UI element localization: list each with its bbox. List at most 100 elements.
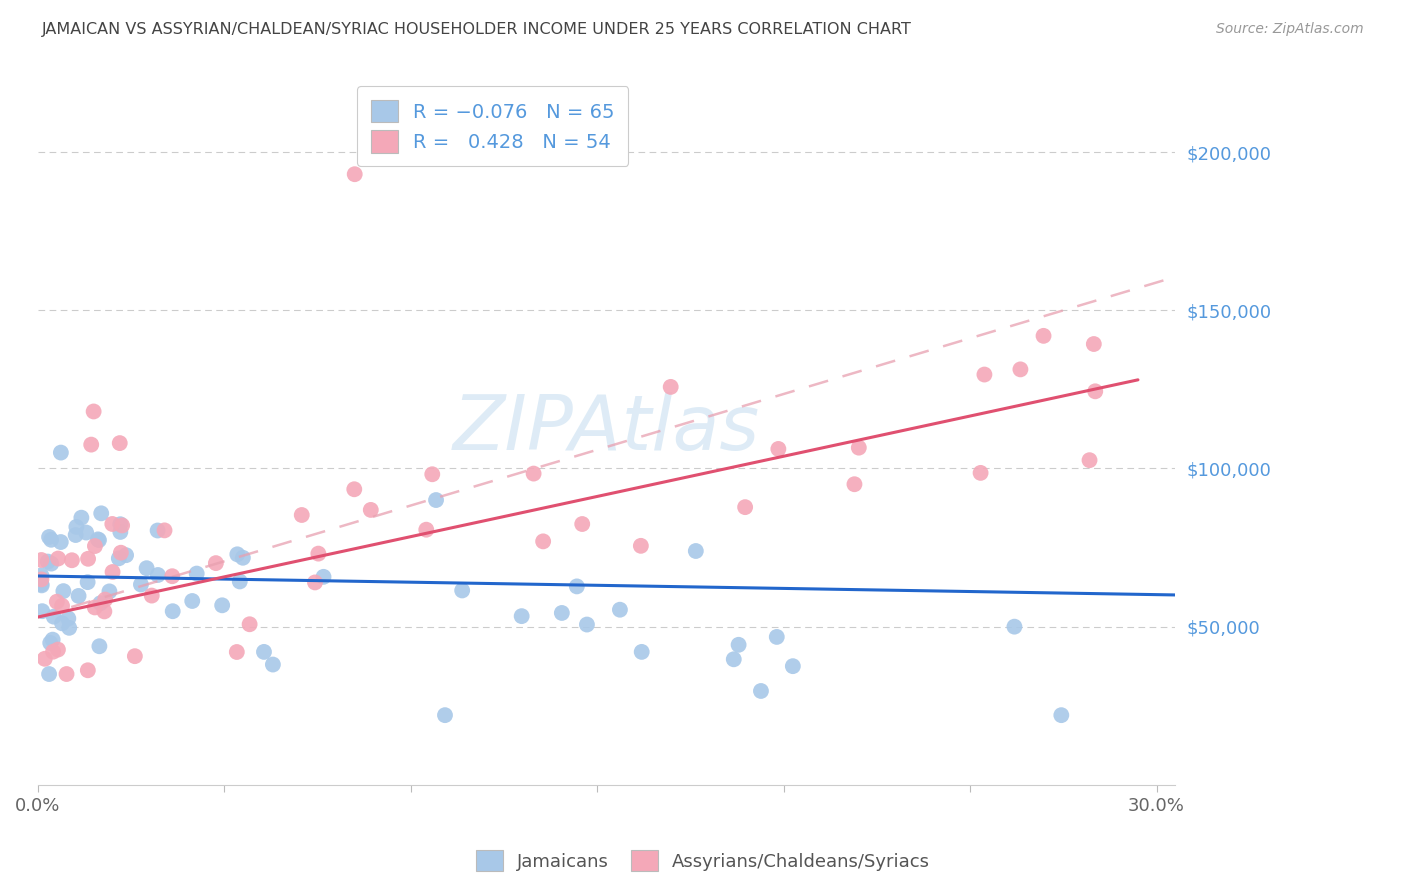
Point — [93, 604, 115, 618]
Point — [41, 632, 63, 647]
Point — [30, 577, 52, 591]
Point — [80, 437, 103, 451]
Point — [153, 524, 176, 538]
Point — [39, 533, 62, 547]
Point — [46, 642, 69, 657]
Point — [749, 684, 772, 698]
Point — [51, 599, 73, 613]
Point — [42, 645, 65, 659]
Point — [226, 547, 249, 561]
Point — [1084, 384, 1107, 399]
Point — [551, 606, 574, 620]
Point — [70, 510, 93, 524]
Point — [129, 577, 152, 591]
Point — [451, 583, 474, 598]
Point — [765, 630, 787, 644]
Point — [609, 603, 631, 617]
Point — [685, 544, 707, 558]
Point — [1032, 329, 1054, 343]
Point — [30, 573, 52, 587]
Point — [76, 663, 98, 677]
Point — [844, 477, 866, 491]
Point — [565, 579, 588, 593]
Legend: R = −0.076   N = 65, R =   0.428   N = 54: R = −0.076 N = 65, R = 0.428 N = 54 — [357, 87, 628, 166]
Point — [420, 467, 443, 482]
Point — [30, 568, 52, 582]
Point — [575, 617, 598, 632]
Point — [571, 516, 593, 531]
Point — [51, 616, 73, 631]
Point — [110, 517, 132, 532]
Point — [65, 528, 87, 542]
Point — [211, 599, 233, 613]
Point — [94, 592, 117, 607]
Point — [111, 518, 134, 533]
Point — [101, 565, 124, 579]
Point — [160, 569, 183, 583]
Point — [343, 167, 366, 181]
Point — [83, 404, 105, 418]
Point — [181, 594, 204, 608]
Point — [39, 636, 62, 650]
Point — [42, 609, 65, 624]
Point — [30, 553, 52, 567]
Point — [60, 553, 83, 567]
Point — [108, 551, 131, 566]
Point — [291, 508, 314, 522]
Point — [110, 524, 132, 539]
Point — [186, 566, 208, 581]
Point — [141, 589, 163, 603]
Point — [110, 546, 132, 560]
Point — [225, 645, 247, 659]
Point — [75, 525, 97, 540]
Point — [37, 555, 59, 569]
Point — [76, 575, 98, 590]
Point — [1010, 362, 1032, 376]
Point — [723, 652, 745, 666]
Point — [124, 649, 146, 664]
Text: Source: ZipAtlas.com: Source: ZipAtlas.com — [1216, 22, 1364, 37]
Point — [31, 604, 53, 618]
Point — [229, 574, 252, 589]
Point — [232, 550, 254, 565]
Point — [87, 533, 110, 547]
Point — [89, 639, 111, 653]
Point — [425, 493, 447, 508]
Point — [34, 652, 56, 666]
Point — [84, 539, 107, 553]
Point — [49, 445, 72, 459]
Point — [415, 523, 437, 537]
Point — [101, 516, 124, 531]
Point — [253, 645, 276, 659]
Point — [108, 436, 131, 450]
Legend: Jamaicans, Assyrians/Chaldeans/Syriacs: Jamaicans, Assyrians/Chaldeans/Syriacs — [468, 843, 938, 879]
Point — [848, 441, 870, 455]
Point — [45, 595, 67, 609]
Point — [146, 568, 169, 582]
Text: JAMAICAN VS ASSYRIAN/CHALDEAN/SYRIAC HOUSEHOLDER INCOME UNDER 25 YEARS CORRELATI: JAMAICAN VS ASSYRIAN/CHALDEAN/SYRIAC HOU… — [42, 22, 912, 37]
Point — [31, 578, 53, 592]
Point — [67, 589, 90, 603]
Point — [90, 506, 112, 520]
Point — [969, 466, 991, 480]
Point — [734, 500, 756, 515]
Point — [46, 551, 69, 566]
Point — [162, 604, 184, 618]
Point — [205, 556, 228, 570]
Point — [65, 520, 87, 534]
Point — [630, 539, 652, 553]
Point — [343, 482, 366, 496]
Point — [630, 645, 652, 659]
Point — [782, 659, 804, 673]
Point — [433, 708, 456, 723]
Point — [768, 442, 790, 456]
Point — [38, 530, 60, 544]
Point — [52, 584, 75, 599]
Point — [1050, 708, 1073, 723]
Point — [115, 548, 138, 562]
Point — [727, 638, 749, 652]
Point — [659, 380, 682, 394]
Point — [531, 534, 554, 549]
Point — [973, 368, 995, 382]
Point — [58, 611, 80, 625]
